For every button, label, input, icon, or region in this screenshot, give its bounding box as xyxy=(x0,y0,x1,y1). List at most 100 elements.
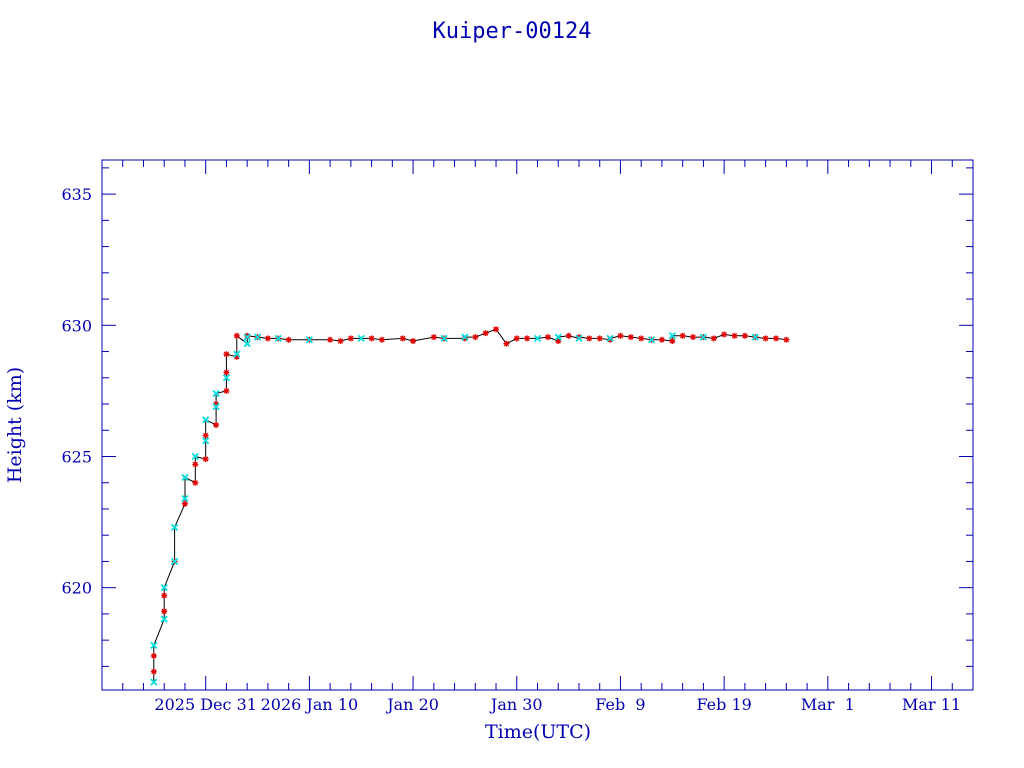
y-tick-label: 620 xyxy=(61,579,92,598)
red-star-marker xyxy=(327,336,334,343)
cyan-cross-marker xyxy=(606,334,614,343)
y-axis-label: Height (km) xyxy=(4,367,26,483)
cyan-cross-marker xyxy=(647,336,656,344)
red-star-marker xyxy=(430,334,437,341)
x-tick-label: Mar 11 xyxy=(902,695,961,714)
red-star-marker xyxy=(337,338,344,345)
red-star-marker xyxy=(762,335,769,342)
red-star-marker xyxy=(285,336,292,343)
red-star-marker xyxy=(586,335,593,342)
x-tick-label: Jan 30 xyxy=(489,695,543,714)
red-star-marker xyxy=(565,332,572,339)
red-star-marker xyxy=(410,338,417,345)
x-axis-label: Time(UTC) xyxy=(485,721,591,743)
red-star-marker xyxy=(596,335,603,342)
cyan-cross-marker xyxy=(160,584,168,592)
cyan-cross-marker xyxy=(305,336,314,344)
red-star-marker xyxy=(150,652,157,659)
red-star-marker xyxy=(617,332,624,339)
red-star-marker xyxy=(223,387,230,394)
plot-frame xyxy=(101,159,974,691)
cyan-cross-marker xyxy=(440,334,448,343)
x-tick-label: Mar 1 xyxy=(801,695,855,714)
red-star-marker xyxy=(192,479,199,486)
cyan-cross-marker xyxy=(202,416,210,424)
cyan-cross-marker xyxy=(243,340,251,348)
height-track-line xyxy=(153,328,787,683)
red-star-marker xyxy=(368,335,375,342)
red-star-marker xyxy=(503,340,510,347)
data-markers xyxy=(150,326,790,686)
cyan-cross-marker xyxy=(170,523,179,531)
axis-ticks xyxy=(101,160,974,690)
red-star-marker xyxy=(669,338,676,345)
x-tick-label: Feb 9 xyxy=(595,695,645,714)
red-star-marker xyxy=(638,335,645,342)
cyan-cross-marker xyxy=(181,473,189,482)
x-tick-label: Jan 20 xyxy=(385,695,439,714)
red-star-marker xyxy=(710,335,717,342)
cyan-cross-marker xyxy=(160,615,168,623)
red-star-marker xyxy=(524,335,531,342)
red-star-marker xyxy=(378,336,385,343)
cyan-cross-marker xyxy=(191,452,199,461)
cyan-cross-marker xyxy=(233,350,241,358)
red-star-marker xyxy=(213,422,220,428)
red-star-marker xyxy=(731,332,738,339)
y-tick-label: 630 xyxy=(61,316,92,335)
cyan-cross-marker xyxy=(461,333,469,341)
red-star-marker xyxy=(493,326,500,333)
cyan-cross-marker xyxy=(575,334,583,343)
red-star-marker xyxy=(679,332,686,339)
cyan-cross-marker xyxy=(253,333,262,341)
red-star-marker xyxy=(161,608,168,615)
cyan-cross-marker xyxy=(222,374,231,382)
cyan-cross-marker xyxy=(243,333,251,341)
red-star-marker xyxy=(223,369,230,376)
axis-tick-labels: 620 625 630 635 2025 Dec 31 2026 Jan 10 Jan 20… xyxy=(61,185,961,714)
x-tick-label: 2025 Dec 31 xyxy=(154,695,257,714)
red-star-marker xyxy=(181,500,188,507)
red-star-marker xyxy=(264,335,271,342)
red-star-marker xyxy=(482,330,489,337)
red-star-marker xyxy=(223,351,230,358)
cyan-cross-marker xyxy=(170,557,179,566)
cyan-cross-marker xyxy=(668,332,676,340)
chart-title: Kuiper-00124 xyxy=(433,19,592,44)
red-star-marker xyxy=(783,336,790,343)
cyan-cross-marker xyxy=(357,334,365,343)
cyan-cross-marker xyxy=(150,641,158,650)
red-star-marker xyxy=(192,461,199,468)
red-star-marker xyxy=(690,334,697,341)
y-tick-label: 625 xyxy=(61,447,92,466)
red-star-marker xyxy=(150,668,157,675)
red-star-marker xyxy=(741,332,748,339)
red-star-marker xyxy=(202,456,209,463)
cyan-cross-marker xyxy=(150,678,158,686)
red-star-marker xyxy=(544,334,551,341)
y-tick-label: 635 xyxy=(61,185,92,204)
cyan-cross-marker xyxy=(181,494,189,503)
cyan-cross-marker xyxy=(751,333,759,341)
cyan-cross-marker xyxy=(212,402,220,411)
cyan-cross-marker xyxy=(533,334,542,343)
red-star-marker xyxy=(627,334,634,341)
x-tick-label: 2026 Jan 10 xyxy=(261,695,359,714)
red-star-marker xyxy=(161,592,168,599)
cyan-cross-marker xyxy=(699,333,708,341)
red-star-marker xyxy=(721,331,728,338)
cyan-cross-marker xyxy=(202,437,210,445)
red-star-marker xyxy=(399,335,406,342)
red-star-marker xyxy=(347,335,354,342)
x-tick-label: Feb 19 xyxy=(696,695,751,714)
cyan-cross-marker xyxy=(554,333,562,341)
red-star-marker xyxy=(658,336,665,343)
red-star-marker xyxy=(202,432,209,439)
cyan-cross-marker xyxy=(212,389,220,398)
red-star-marker xyxy=(513,335,520,342)
red-star-marker xyxy=(233,332,240,339)
red-star-marker xyxy=(472,334,479,341)
red-star-marker xyxy=(772,335,779,342)
cyan-cross-marker xyxy=(274,334,282,343)
